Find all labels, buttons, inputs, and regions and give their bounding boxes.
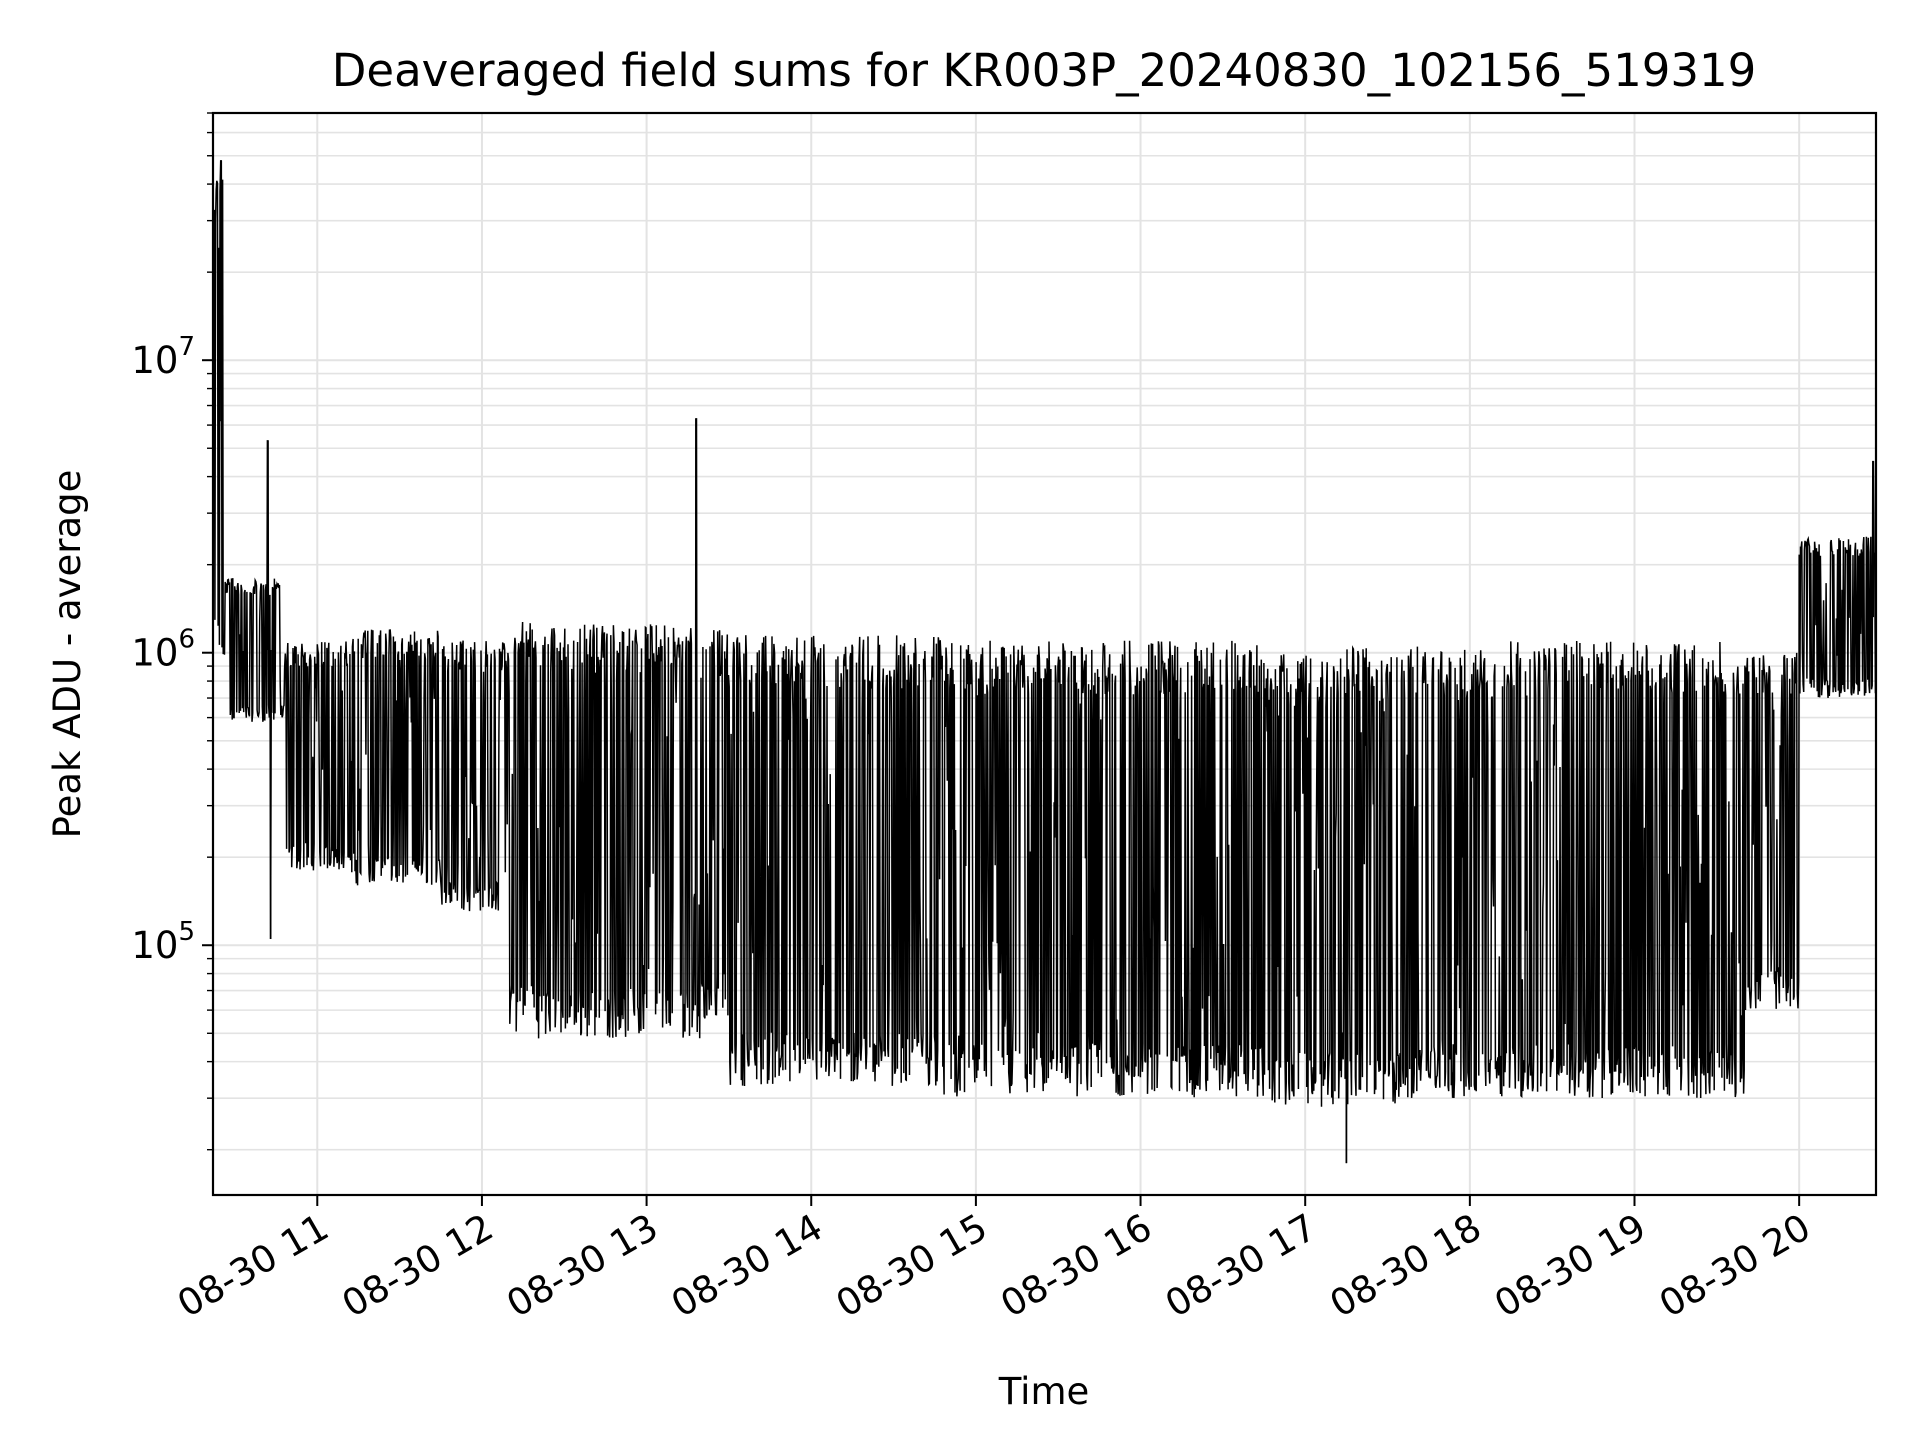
plot-frame: [211, 111, 1878, 1197]
x-axis-label: Time: [998, 1370, 1090, 1413]
chart-title: Deaveraged field sums for KR003P_2024083…: [332, 44, 1756, 97]
y-axis-label: Peak ADU - average: [46, 470, 89, 839]
series-layer: [212, 160, 1877, 1164]
y-tick-label: 107: [131, 332, 195, 382]
series-line: [212, 160, 1877, 1164]
y-tick-label: 106: [131, 625, 195, 675]
y-tick-label: 105: [131, 917, 195, 967]
